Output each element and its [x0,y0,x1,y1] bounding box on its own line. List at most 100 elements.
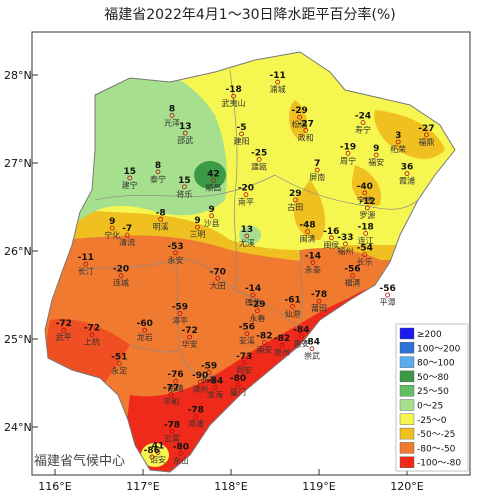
lat-label: 28°N [4,69,32,82]
lon-label: 120°E [390,480,423,493]
station-value: -82 [256,332,272,342]
station-name: 长泰 [201,374,217,384]
station: 15 建宁 [122,167,138,190]
legend-swatch [399,342,415,354]
station-value: -80 [230,374,246,384]
station: -18 连江 [358,222,374,245]
station-value: -18 [226,85,242,95]
station-value: -19 [340,142,356,152]
station-name: 霞浦 [399,176,415,186]
legend-item: -80～-50 [399,442,456,454]
station-value: -7 [122,224,132,234]
station-value: 8 [169,104,175,114]
province-boundary [44,51,456,473]
legend-swatch [399,370,415,383]
station: -8 明溪 [153,208,169,231]
station-value: -90 [192,371,208,381]
legend: ≥200 100～200 80～100 50～80 25～50 0～25 -25～0 -50～… [395,323,469,472]
station: 8 光泽 [164,104,180,127]
station: -82 南安 [256,332,272,355]
station-marker [149,454,155,460]
station: -76 南靖 [167,370,183,393]
station-name: 建宁 [122,180,138,190]
station-name: 三明 [190,230,206,239]
station: 9 福安 [368,144,384,167]
station-value: 8 [155,161,161,171]
station-marker [362,190,368,196]
station-name: 尤溪 [239,238,255,248]
station-name: 龙海 [207,389,223,399]
station: -84 龙海 [207,376,223,399]
station-marker [89,332,95,338]
station-value: 36 [401,163,414,173]
station-marker [116,361,122,367]
station-marker [142,327,148,333]
station-value: 13 [241,225,254,235]
legend-item: 25～50 [399,385,449,397]
station-value: -59 [172,302,188,312]
prefecture-boundaries [79,69,419,377]
station-value: -56 [380,284,396,294]
station-value: -12 [359,197,375,207]
legend-item: -50～-25 [399,427,455,440]
legend-swatch [399,442,415,454]
station-name: 连江 [358,235,374,245]
station-marker [210,178,216,184]
station-value: -14 [305,251,321,261]
station-value: -72 [84,324,100,334]
station-value: -70 [210,267,226,277]
station-value: -84 [207,376,223,386]
legend-label: -50～-25 [417,430,455,440]
station-name: 福鼎 [418,138,434,147]
station-marker [395,139,401,145]
station-name: 罗源 [359,211,375,220]
station-name: 同安 [236,365,252,375]
legend-swatch [399,399,415,411]
station-value: -56 [344,265,360,275]
station-marker [118,273,124,279]
station: -60 龙岩 [137,319,153,342]
station-value: -72 [182,326,198,336]
station: -14 永泰 [305,251,321,274]
station-value: -27 [418,124,434,134]
station-value: 3 [395,131,401,141]
station-marker [169,113,175,118]
station-value: -73 [236,352,252,362]
station-name: 宁德 [357,195,373,205]
station-marker [209,213,215,219]
legend-label: ≥200 [417,330,442,340]
station: -90 漳州 [192,371,208,394]
station-marker [195,224,200,230]
station-marker [279,342,285,348]
station-name: 龙岩 [137,332,153,342]
station: -80 厦门 [230,374,246,397]
lat-label: 25°N [4,333,32,346]
station-name: 厦门 [230,387,246,397]
station-value: -77 [163,383,179,393]
station-marker [360,120,366,125]
station-value: 9 [109,217,115,227]
station-name: 寿宁 [355,125,371,135]
station-name: 政和 [298,132,314,142]
station-marker [155,450,161,455]
station: -77 平和 [163,383,179,406]
station-marker [292,197,298,203]
station: 8 泰宁 [150,161,166,184]
credit-text: 福建省气候中心 [34,454,126,469]
station-name: 古田 [287,202,303,212]
station-value: -82 [274,334,290,344]
legend-swatch [399,427,415,440]
station-name: 闽侯 [323,241,339,250]
lon-label: 119°E [302,480,335,493]
station-marker [193,414,199,419]
legend-label: 80～100 [417,359,455,369]
legend-item: 0～25 [399,399,443,412]
station: -56 平潭 [380,284,396,307]
station: 9 宁化 [104,217,120,240]
station-value: -78 [311,290,327,300]
station: -16 闽侯 [323,227,339,250]
station-name: 光泽 [164,117,180,127]
station: -54 长乐 [357,244,373,267]
station: 3 柘荣 [390,131,406,154]
